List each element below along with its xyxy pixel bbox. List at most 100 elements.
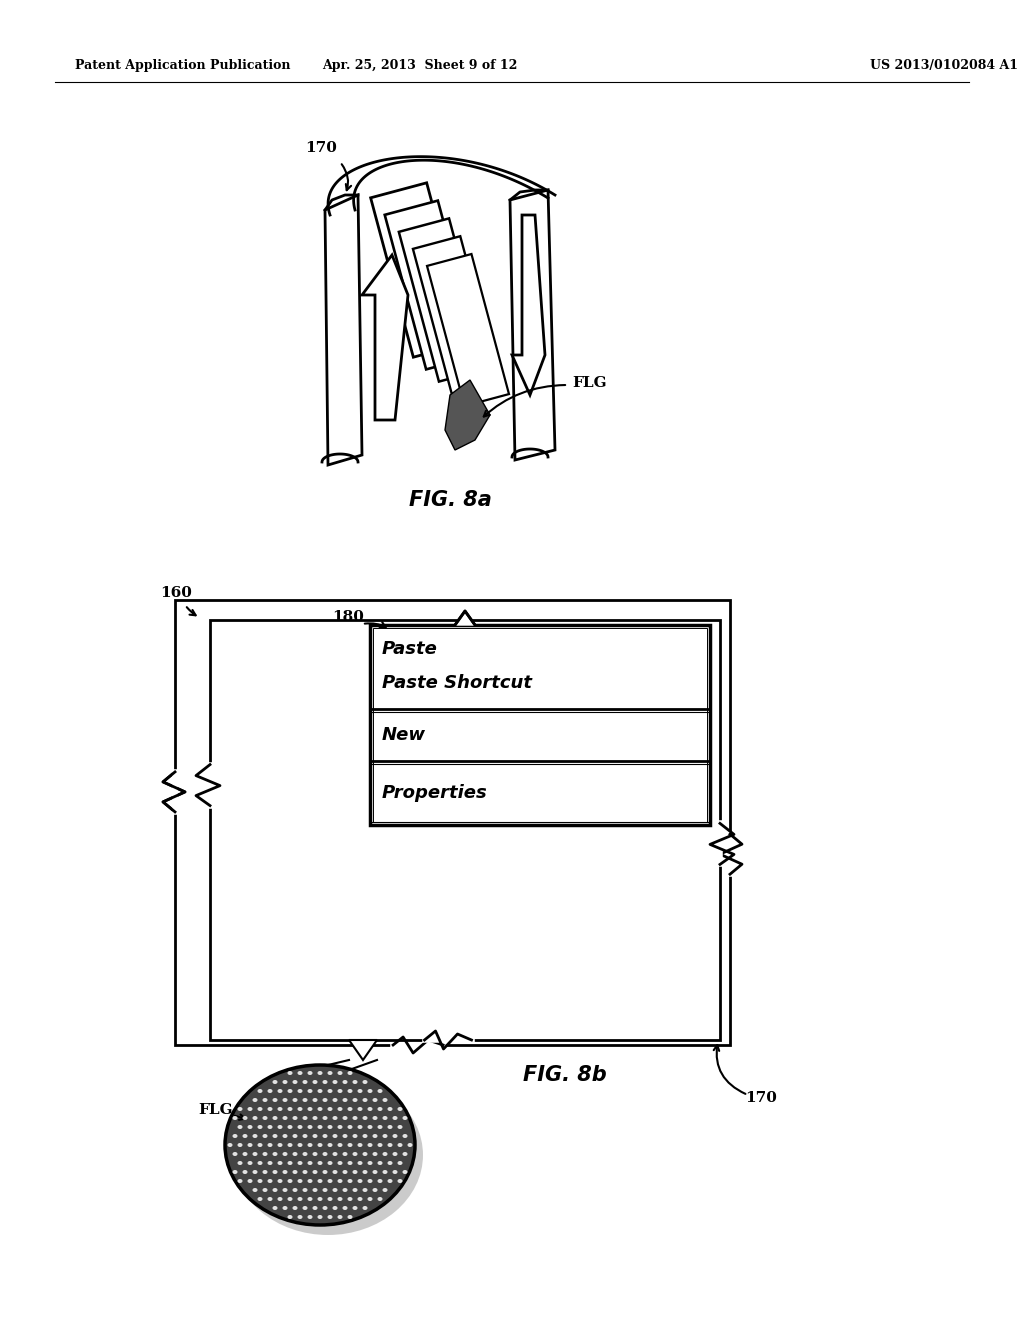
Ellipse shape [368, 1162, 373, 1166]
Ellipse shape [283, 1170, 288, 1173]
Ellipse shape [257, 1089, 262, 1093]
Ellipse shape [378, 1107, 383, 1111]
Ellipse shape [232, 1115, 238, 1119]
Ellipse shape [293, 1206, 298, 1210]
Ellipse shape [232, 1134, 238, 1138]
Ellipse shape [333, 1134, 338, 1138]
Ellipse shape [317, 1162, 323, 1166]
Ellipse shape [312, 1115, 317, 1119]
Ellipse shape [267, 1143, 272, 1147]
Ellipse shape [288, 1089, 293, 1093]
Ellipse shape [383, 1188, 387, 1192]
Ellipse shape [307, 1197, 312, 1201]
Ellipse shape [347, 1162, 352, 1166]
Text: FIG. 8a: FIG. 8a [409, 490, 492, 510]
Ellipse shape [362, 1188, 368, 1192]
Ellipse shape [272, 1170, 278, 1173]
Ellipse shape [312, 1170, 317, 1173]
Ellipse shape [267, 1197, 272, 1201]
Ellipse shape [357, 1162, 362, 1166]
Ellipse shape [328, 1214, 333, 1218]
Bar [370, 624, 710, 825]
Polygon shape [325, 195, 362, 465]
Ellipse shape [302, 1098, 307, 1102]
Ellipse shape [352, 1170, 357, 1173]
Ellipse shape [253, 1170, 257, 1173]
Bar [373, 628, 707, 822]
Ellipse shape [347, 1214, 352, 1218]
Ellipse shape [267, 1162, 272, 1166]
Ellipse shape [317, 1197, 323, 1201]
Ellipse shape [352, 1206, 357, 1210]
Ellipse shape [293, 1170, 298, 1173]
Ellipse shape [362, 1098, 368, 1102]
Ellipse shape [307, 1107, 312, 1111]
Ellipse shape [302, 1152, 307, 1156]
Ellipse shape [357, 1179, 362, 1183]
Ellipse shape [302, 1115, 307, 1119]
Ellipse shape [378, 1179, 383, 1183]
Ellipse shape [253, 1134, 257, 1138]
Ellipse shape [362, 1080, 368, 1084]
Ellipse shape [298, 1143, 302, 1147]
Ellipse shape [283, 1080, 288, 1084]
Ellipse shape [378, 1143, 383, 1147]
Ellipse shape [243, 1152, 248, 1156]
Ellipse shape [373, 1170, 378, 1173]
Ellipse shape [368, 1197, 373, 1201]
Polygon shape [427, 253, 509, 407]
Ellipse shape [307, 1125, 312, 1129]
Ellipse shape [312, 1206, 317, 1210]
Ellipse shape [243, 1170, 248, 1173]
Ellipse shape [288, 1179, 293, 1183]
Text: FIG. 8b: FIG. 8b [523, 1065, 607, 1085]
Text: 160: 160 [160, 586, 191, 601]
Ellipse shape [402, 1152, 408, 1156]
Bar [175, 601, 730, 1045]
Ellipse shape [323, 1115, 328, 1119]
Ellipse shape [302, 1188, 307, 1192]
Ellipse shape [387, 1162, 392, 1166]
Ellipse shape [257, 1107, 262, 1111]
Ellipse shape [232, 1152, 238, 1156]
Ellipse shape [298, 1179, 302, 1183]
Ellipse shape [368, 1179, 373, 1183]
Ellipse shape [253, 1098, 257, 1102]
Ellipse shape [293, 1080, 298, 1084]
Ellipse shape [267, 1107, 272, 1111]
Ellipse shape [397, 1143, 402, 1147]
Text: 170: 170 [745, 1092, 777, 1105]
Ellipse shape [392, 1115, 397, 1119]
Ellipse shape [317, 1143, 323, 1147]
Text: 170: 170 [305, 141, 337, 154]
Ellipse shape [317, 1125, 323, 1129]
Ellipse shape [352, 1098, 357, 1102]
Ellipse shape [362, 1170, 368, 1173]
Ellipse shape [362, 1134, 368, 1138]
Ellipse shape [302, 1080, 307, 1084]
Ellipse shape [233, 1074, 423, 1236]
Ellipse shape [323, 1170, 328, 1173]
Ellipse shape [402, 1170, 408, 1173]
Ellipse shape [357, 1107, 362, 1111]
Ellipse shape [302, 1206, 307, 1210]
Polygon shape [445, 380, 490, 450]
Ellipse shape [317, 1089, 323, 1093]
Ellipse shape [402, 1134, 408, 1138]
Ellipse shape [278, 1143, 283, 1147]
Ellipse shape [338, 1089, 342, 1093]
Ellipse shape [298, 1107, 302, 1111]
Ellipse shape [262, 1098, 267, 1102]
Ellipse shape [352, 1080, 357, 1084]
Ellipse shape [288, 1214, 293, 1218]
Text: Paste: Paste [382, 640, 438, 657]
Ellipse shape [387, 1179, 392, 1183]
Ellipse shape [357, 1143, 362, 1147]
Bar [210, 620, 720, 1040]
Ellipse shape [283, 1188, 288, 1192]
Ellipse shape [293, 1134, 298, 1138]
Ellipse shape [333, 1152, 338, 1156]
Ellipse shape [378, 1125, 383, 1129]
Ellipse shape [257, 1179, 262, 1183]
Ellipse shape [283, 1152, 288, 1156]
